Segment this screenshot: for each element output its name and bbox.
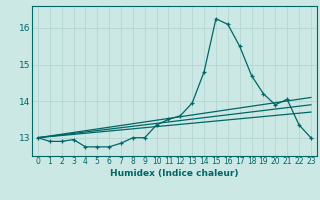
X-axis label: Humidex (Indice chaleur): Humidex (Indice chaleur) bbox=[110, 169, 239, 178]
